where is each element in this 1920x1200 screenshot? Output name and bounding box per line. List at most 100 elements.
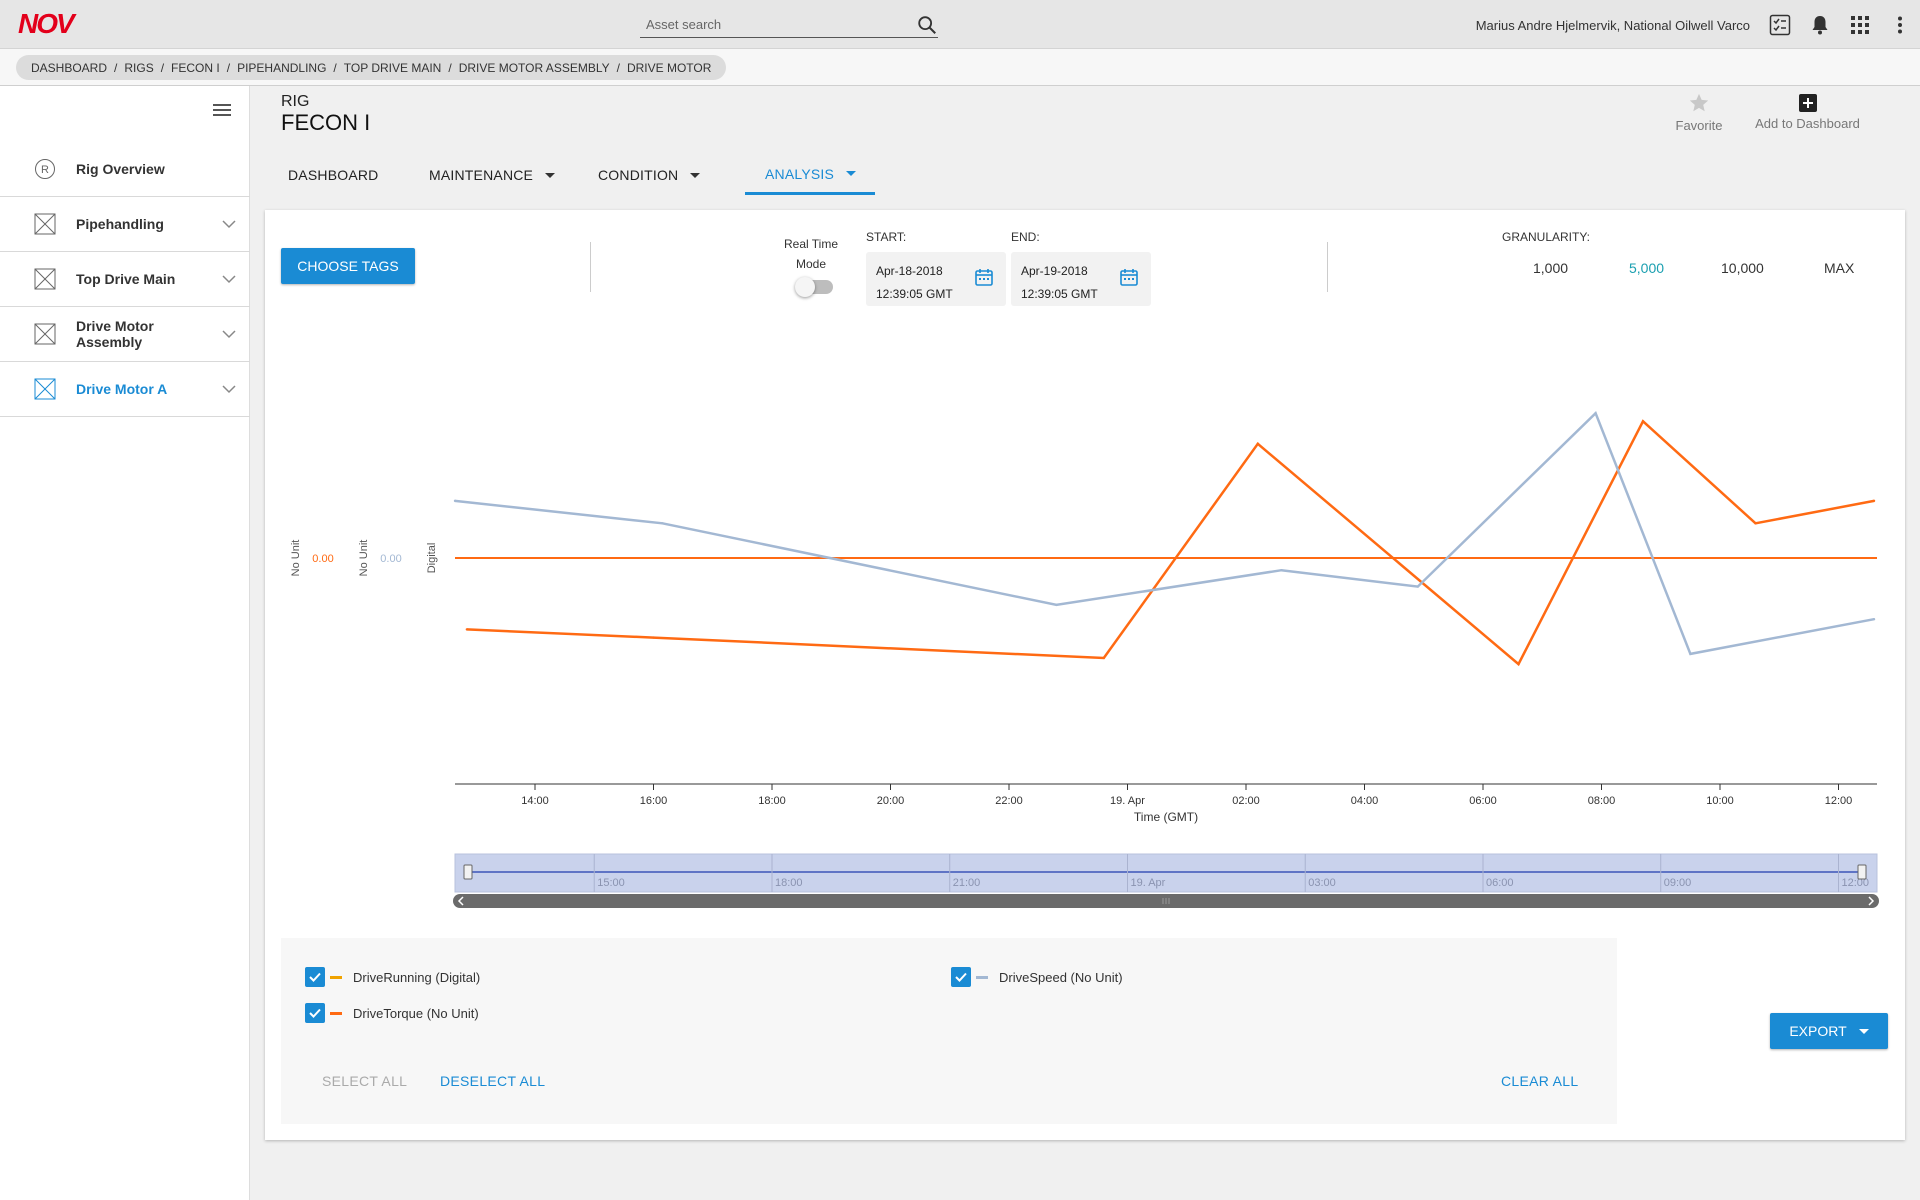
apps-grid-icon[interactable] <box>1847 12 1873 38</box>
end-date: Apr-19-2018 <box>1021 264 1088 278</box>
checklist-icon[interactable] <box>1767 12 1793 38</box>
y-axis-value: 0.00 <box>312 553 333 565</box>
asset-search-input[interactable] <box>640 12 900 36</box>
navigator-tick-label: 09:00 <box>1664 877 1692 889</box>
export-button[interactable]: EXPORT <box>1770 1013 1888 1049</box>
plus-box-icon <box>1798 94 1817 112</box>
caret-down-icon <box>545 172 556 178</box>
x-tick-label: 04:00 <box>1351 795 1379 807</box>
y-axis-label: No Unit <box>358 540 370 577</box>
time-series-chart[interactable]: 14:00 16:00 18:00 20:00 22:00 19. Apr 02:00 04:… <box>265 210 1905 930</box>
navigator-tick-label: 15:00 <box>597 877 625 889</box>
x-tick-label: 16:00 <box>640 795 668 807</box>
calendar-icon[interactable] <box>1119 267 1139 287</box>
scroll-right-icon <box>1868 896 1875 906</box>
asset-icon <box>34 378 56 400</box>
user-name[interactable]: Marius Andre Hjelmervik, National Oilwel… <box>1475 18 1750 33</box>
series-point <box>1055 603 1058 607</box>
search-icon[interactable] <box>916 14 938 36</box>
sidebar: R Rig Overview Pipehandling Top Drive Ma… <box>0 86 250 1200</box>
bell-icon[interactable] <box>1807 12 1833 38</box>
granularity-option-10000[interactable]: 10,000 <box>1721 260 1764 276</box>
navigator-tick-label: 12:00 <box>1841 877 1869 889</box>
real-time-toggle[interactable] <box>795 277 833 297</box>
x-tick-label: 08:00 <box>1588 795 1616 807</box>
sidebar-item-pipehandling[interactable]: Pipehandling <box>0 197 250 252</box>
chevron-down-icon[interactable] <box>222 272 236 286</box>
tab-maintenance[interactable]: MAINTENANCE <box>409 155 578 195</box>
series-point <box>465 628 469 631</box>
asset-icon <box>34 213 56 235</box>
legend-label: DriveSpeed (No Unit) <box>999 969 1123 985</box>
asset-icon <box>34 268 56 290</box>
end-date-field[interactable]: Apr-19-2018 12:39:05 GMT <box>1011 252 1151 306</box>
top-bar: NOV Marius Andre Hjelmervik, National Oi… <box>0 0 1920 49</box>
x-axis-label: Time (GMT) <box>1134 810 1198 824</box>
y-axis-label: No Unit <box>290 540 302 577</box>
real-time-mode-label: Real Time Mode <box>783 237 839 271</box>
series-line-drivetorque <box>466 419 1875 667</box>
checkbox-checked-icon[interactable] <box>951 967 971 987</box>
breadcrumb-item[interactable]: DASHBOARD <box>31 60 108 75</box>
breadcrumb-item[interactable]: TOP DRIVE MAIN <box>343 60 442 75</box>
chevron-down-icon[interactable] <box>222 327 236 341</box>
svg-text:R: R <box>41 164 49 176</box>
tab-dashboard[interactable]: DASHBOARD <box>288 167 379 183</box>
granularity-option-1000[interactable]: 1,000 <box>1533 260 1569 276</box>
breadcrumb-item[interactable]: FECON I <box>171 60 220 75</box>
main-tabs: DASHBOARD MAINTENANCE CONDITION ANALYSIS <box>268 155 875 195</box>
series-point <box>1256 442 1260 445</box>
x-tick-label: 10:00 <box>1706 795 1734 807</box>
series-point <box>1872 499 1876 503</box>
series-point <box>1641 420 1645 423</box>
x-tick-label: 18:00 <box>758 795 786 807</box>
divider <box>590 242 591 292</box>
series-point <box>1689 652 1692 656</box>
legend-label: DriveRunning (Digital) <box>353 969 481 985</box>
hamburger-menu-icon[interactable] <box>213 104 231 118</box>
checkbox-checked-icon[interactable] <box>305 1003 325 1023</box>
rig-icon: R <box>35 159 55 179</box>
choose-tags-button[interactable]: CHOOSE TAGS <box>281 248 415 284</box>
x-tick-label: 22:00 <box>995 795 1023 807</box>
tab-condition[interactable]: CONDITION <box>578 155 745 195</box>
select-all-button[interactable]: SELECT ALL <box>322 1073 408 1089</box>
navigator-tick-label: 06:00 <box>1486 877 1514 889</box>
chevron-down-icon[interactable] <box>222 217 236 231</box>
breadcrumb-item[interactable]: PIPEHANDLING <box>237 60 327 75</box>
breadcrumb-item[interactable]: DRIVE MOTOR ASSEMBLY <box>458 60 610 75</box>
navigator-handle[interactable] <box>1857 864 1867 880</box>
sidebar-item-label: Drive Motor Assembly <box>76 318 154 350</box>
chevron-down-icon[interactable] <box>222 382 236 396</box>
tag-legend-panel: DriveRunning (Digital) DriveTorque (No U… <box>281 938 1617 1124</box>
series-point <box>453 499 457 503</box>
legend-item-drive-speed[interactable]: DriveSpeed (No Unit) <box>951 967 1123 987</box>
checkbox-checked-icon[interactable] <box>305 967 325 987</box>
sidebar-item-drive-motor-a[interactable]: Drive Motor A <box>0 362 250 417</box>
granularity-option-5000[interactable]: 5,000 <box>1629 260 1665 276</box>
legend-item-drive-torque[interactable]: DriveTorque (No Unit) <box>305 1003 479 1023</box>
breadcrumb-item[interactable]: RIGS <box>124 60 154 75</box>
nov-logo[interactable]: NOV <box>18 8 75 39</box>
series-point <box>1517 662 1520 666</box>
start-date-field[interactable]: Apr-18-2018 12:39:05 GMT <box>866 252 1006 306</box>
series-point <box>1416 585 1420 588</box>
favorite-button[interactable]: Favorite <box>1665 92 1733 133</box>
granularity-option-max[interactable]: MAX <box>1824 260 1855 276</box>
breadcrumb-bar: DASHBOARD / RIGS / FECON I / PIPEHANDLING / … <box>0 49 1920 86</box>
tab-analysis[interactable]: ANALYSIS <box>745 155 875 195</box>
breadcrumb-item-current[interactable]: DRIVE MOTOR <box>626 60 712 75</box>
sidebar-item-drive-motor-assembly[interactable]: Drive Motor Assembly <box>0 307 250 362</box>
deselect-all-button[interactable]: DESELECT ALL <box>440 1073 546 1089</box>
navigator-handle[interactable] <box>463 864 473 880</box>
legend-item-drive-running[interactable]: DriveRunning (Digital) <box>305 967 480 987</box>
more-vertical-icon[interactable] <box>1887 12 1913 38</box>
navigator-tick-label: 03:00 <box>1308 877 1336 889</box>
calendar-icon[interactable] <box>974 267 994 287</box>
asset-search <box>640 12 938 38</box>
x-tick-label: 02:00 <box>1232 795 1260 807</box>
add-to-dashboard-button[interactable]: Add to Dashboard <box>1750 94 1865 131</box>
sidebar-item-rig-overview[interactable]: R Rig Overview <box>0 142 250 197</box>
sidebar-item-top-drive-main[interactable]: Top Drive Main <box>0 252 250 307</box>
clear-all-button[interactable]: CLEAR ALL <box>1501 1073 1579 1089</box>
